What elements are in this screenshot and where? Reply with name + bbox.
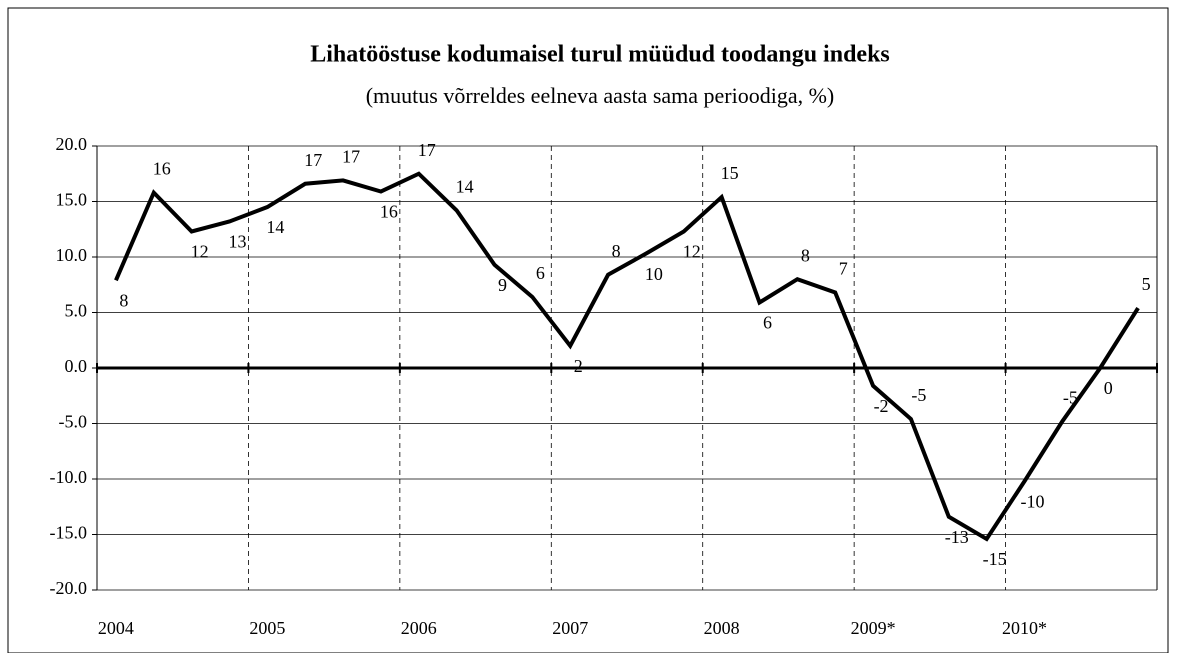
y-tick-label: -15.0 [50, 523, 88, 543]
y-tick-label: 0.0 [65, 356, 88, 376]
data-label: 16 [153, 159, 171, 179]
data-label: 13 [229, 232, 247, 252]
data-label: 16 [380, 202, 398, 222]
data-label: -15 [983, 549, 1007, 569]
data-label: 12 [683, 242, 701, 262]
y-tick-label: 5.0 [65, 301, 88, 321]
data-label: 8 [801, 245, 810, 265]
y-tick-label: 15.0 [56, 190, 88, 210]
data-label: 9 [498, 275, 507, 295]
data-label: 15 [721, 163, 739, 183]
x-tick-label: 2004 [98, 618, 134, 638]
data-label: -10 [1021, 491, 1045, 511]
data-label: 17 [418, 140, 436, 160]
data-label: 8 [119, 290, 128, 310]
data-label: -5 [911, 385, 926, 405]
y-tick-label: -5.0 [59, 412, 88, 432]
y-tick-label: 20.0 [56, 134, 88, 154]
data-label: 14 [456, 177, 474, 197]
y-tick-label: -10.0 [50, 467, 88, 487]
y-tick-label: -20.0 [50, 578, 88, 598]
data-label: 10 [645, 264, 663, 284]
data-label: -13 [945, 527, 969, 547]
data-label: 8 [612, 241, 621, 261]
x-tick-label: 2010* [1002, 618, 1047, 638]
chart-subtitle: (muutus võrreldes eelneva aasta sama per… [366, 83, 835, 108]
data-label: -5 [1063, 387, 1078, 407]
data-label: 2 [574, 356, 583, 376]
frame [7, 7, 1169, 653]
data-label: 12 [191, 242, 209, 262]
data-label: 17 [342, 147, 360, 167]
x-tick-label: 2006 [401, 618, 437, 638]
data-label: 0 [1104, 378, 1113, 398]
data-label: 17 [304, 150, 322, 170]
data-label: -2 [874, 396, 889, 416]
y-tick-label: 10.0 [56, 245, 88, 265]
data-label: 7 [839, 259, 848, 279]
data-label: 14 [266, 217, 284, 237]
x-tick-label: 2005 [249, 618, 285, 638]
data-label: 6 [763, 313, 772, 333]
chart-title: Lihatööstuse kodumaisel turul müüdud too… [310, 42, 890, 68]
x-tick-label: 2007 [552, 618, 588, 638]
data-label: 5 [1142, 274, 1151, 294]
line-series [114, 171, 1140, 542]
x-tick-label: 2009* [851, 618, 896, 638]
data-label: 6 [536, 263, 545, 283]
x-tick-label: 2008 [704, 618, 740, 638]
